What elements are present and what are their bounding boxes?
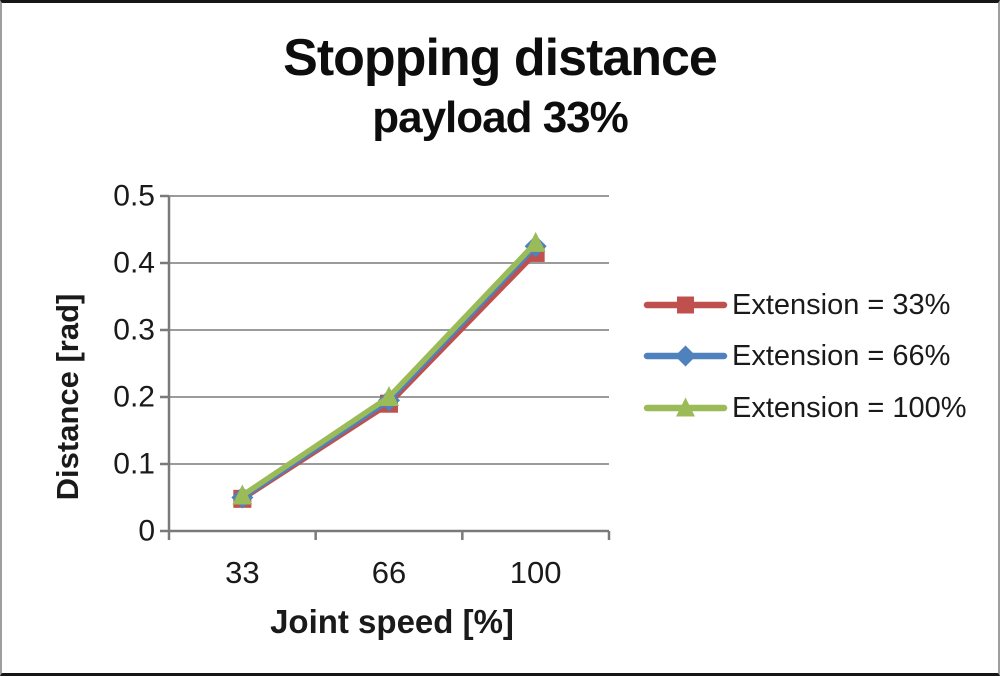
y-tick-label-0.1: 0.1 — [113, 448, 155, 481]
series-2-marker — [232, 484, 253, 505]
y-tick-label-0.5: 0.5 — [113, 180, 155, 213]
legend-label-2: Extension = 100% — [732, 392, 967, 424]
legend-triangle-marker — [676, 397, 695, 417]
y-tick-label-0.2: 0.2 — [113, 381, 155, 414]
series-line-2 — [239, 240, 539, 499]
legend-square-marker — [677, 296, 694, 314]
gridlines — [169, 195, 609, 465]
x-tick-label-33: 33 — [225, 555, 259, 590]
y-tick-label-0.3: 0.3 — [113, 314, 155, 347]
chart-subtitle: payload 33% — [372, 93, 629, 142]
y-tick-label-0.4: 0.4 — [113, 247, 155, 280]
chart-title: Stopping distance — [283, 29, 718, 87]
series-group — [231, 231, 547, 509]
plot-canvas: 0 0.1 0.2 0.3 0.4 0.5 33 66 100 Joint speed [%]… — [50, 180, 967, 641]
series-line-1 — [239, 243, 539, 501]
series-2-marker — [379, 386, 399, 406]
x-tick-label-66: 66 — [372, 555, 406, 590]
legend: Extension = 33% Extension = 66% Extension … — [643, 289, 967, 424]
legend-diamond-marker — [675, 345, 696, 367]
axes — [160, 194, 611, 540]
legend-label-0: Extension = 33% — [732, 289, 950, 321]
x-axis-title: Joint speed [%] — [270, 603, 514, 640]
y-tick-label-0: 0 — [138, 515, 155, 548]
y-axis-title: Distance [rad] — [50, 294, 85, 501]
x-tick-labels: 33 66 100 — [225, 555, 561, 590]
y-tick-labels: 0 0.1 0.2 0.3 0.4 0.5 — [113, 180, 155, 548]
legend-label-1: Extension = 66% — [732, 340, 950, 372]
x-tick-label-100: 100 — [510, 555, 562, 590]
series-2-marker — [525, 231, 546, 252]
